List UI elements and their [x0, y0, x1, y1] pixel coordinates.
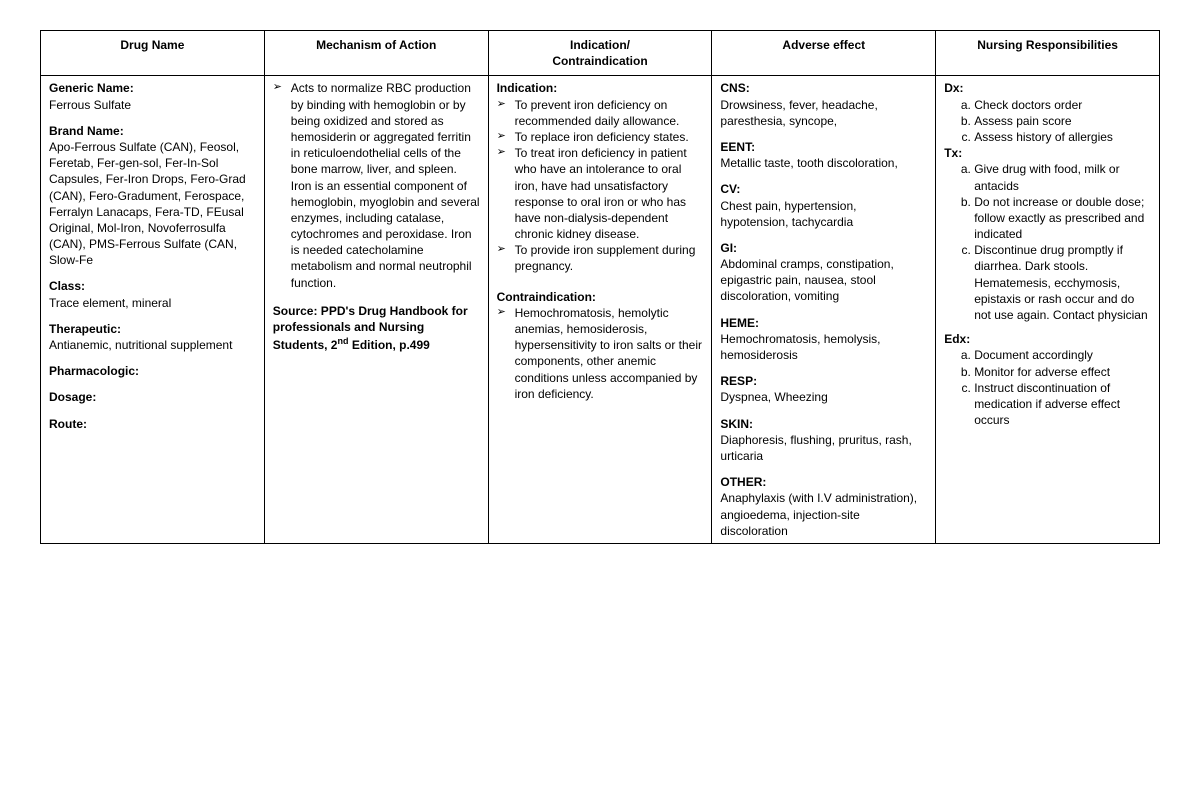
content-row: Generic Name: Ferrous Sulfate Brand Name…: [41, 76, 1160, 544]
heme-value: Hemochromatosis, hemolysis, hemosiderosi…: [720, 331, 927, 363]
tx-list: Give drug with food, milk or antacids Do…: [944, 161, 1151, 323]
cns-value: Drowsiness, fever, headache, paresthesia…: [720, 97, 927, 129]
brand-name-label: Brand Name:: [49, 123, 256, 139]
contraindication-label: Contraindication:: [497, 289, 704, 305]
eent-label: EENT:: [720, 139, 927, 155]
pharmacologic-label: Pharmacologic:: [49, 363, 256, 379]
header-nursing: Nursing Responsibilities: [936, 31, 1160, 76]
dx-item: Check doctors order: [974, 97, 1151, 113]
cell-nursing: Dx: Check doctors order Assess pain scor…: [936, 76, 1160, 544]
edx-item: Monitor for adverse effect: [974, 364, 1151, 380]
edx-label: Edx:: [944, 331, 1151, 347]
mechanism-item: Acts to normalize RBC production by bind…: [287, 80, 480, 290]
cell-mechanism: Acts to normalize RBC production by bind…: [264, 76, 488, 544]
tx-label: Tx:: [944, 145, 1151, 161]
edx-list: Document accordingly Monitor for adverse…: [944, 347, 1151, 428]
cv-value: Chest pain, hypertension, hypotension, t…: [720, 198, 927, 230]
therapeutic-value: Antianemic, nutritional supplement: [49, 337, 256, 353]
generic-name-value: Ferrous Sulfate: [49, 97, 256, 113]
resp-label: RESP:: [720, 373, 927, 389]
header-indication: Indication/ Contraindication: [488, 31, 712, 76]
cell-drug-name: Generic Name: Ferrous Sulfate Brand Name…: [41, 76, 265, 544]
indication-item: To provide iron supplement during pregna…: [511, 242, 704, 274]
header-mechanism: Mechanism of Action: [264, 31, 488, 76]
cv-label: CV:: [720, 181, 927, 197]
class-label: Class:: [49, 278, 256, 294]
indication-item: To replace iron deficiency states.: [511, 129, 704, 145]
cell-adverse: CNS: Drowsiness, fever, headache, parest…: [712, 76, 936, 544]
gi-label: GI:: [720, 240, 927, 256]
route-label: Route:: [49, 416, 256, 432]
dx-label: Dx:: [944, 80, 1151, 96]
skin-label: SKIN:: [720, 416, 927, 432]
header-adverse: Adverse effect: [712, 31, 936, 76]
source-text: Source: PPD's Drug Handbook for professi…: [273, 304, 468, 352]
dx-list: Check doctors order Assess pain score As…: [944, 97, 1151, 146]
indication-item: To treat iron deficiency in patient who …: [511, 145, 704, 242]
other-label: OTHER:: [720, 474, 927, 490]
edx-item: Document accordingly: [974, 347, 1151, 363]
resp-value: Dyspnea, Wheezing: [720, 389, 927, 405]
tx-item: Do not increase or double dose; follow e…: [974, 194, 1151, 243]
contraindication-item: Hemochromatosis, hemolytic anemias, hemo…: [511, 305, 704, 402]
tx-item: Give drug with food, milk or antacids: [974, 161, 1151, 193]
header-row: Drug Name Mechanism of Action Indication…: [41, 31, 1160, 76]
gi-value: Abdominal cramps, constipation, epigastr…: [720, 256, 927, 305]
header-drug-name: Drug Name: [41, 31, 265, 76]
indication-list: To prevent iron deficiency on recommende…: [497, 97, 704, 275]
therapeutic-label: Therapeutic:: [49, 321, 256, 337]
brand-name-value: Apo-Ferrous Sulfate (CAN), Feosol, Feret…: [49, 139, 256, 269]
indication-label: Indication:: [497, 80, 704, 96]
skin-value: Diaphoresis, flushing, pruritus, rash, u…: [720, 432, 927, 464]
generic-name-label: Generic Name:: [49, 80, 256, 96]
eent-value: Metallic taste, tooth discoloration,: [720, 155, 927, 171]
dx-item: Assess pain score: [974, 113, 1151, 129]
other-value: Anaphylaxis (with I.V administration), a…: [720, 490, 927, 539]
cns-label: CNS:: [720, 80, 927, 96]
tx-item: Discontinue drug promptly if diarrhea. D…: [974, 242, 1151, 323]
dosage-label: Dosage:: [49, 389, 256, 405]
dx-item: Assess history of allergies: [974, 129, 1151, 145]
class-value: Trace element, mineral: [49, 295, 256, 311]
drug-card-table: Drug Name Mechanism of Action Indication…: [40, 30, 1160, 544]
heme-label: HEME:: [720, 315, 927, 331]
cell-indication: Indication: To prevent iron deficiency o…: [488, 76, 712, 544]
contraindication-list: Hemochromatosis, hemolytic anemias, hemo…: [497, 305, 704, 402]
indication-item: To prevent iron deficiency on recommende…: [511, 97, 704, 129]
mechanism-list: Acts to normalize RBC production by bind…: [273, 80, 480, 290]
edx-item: Instruct discontinuation of medication i…: [974, 380, 1151, 429]
